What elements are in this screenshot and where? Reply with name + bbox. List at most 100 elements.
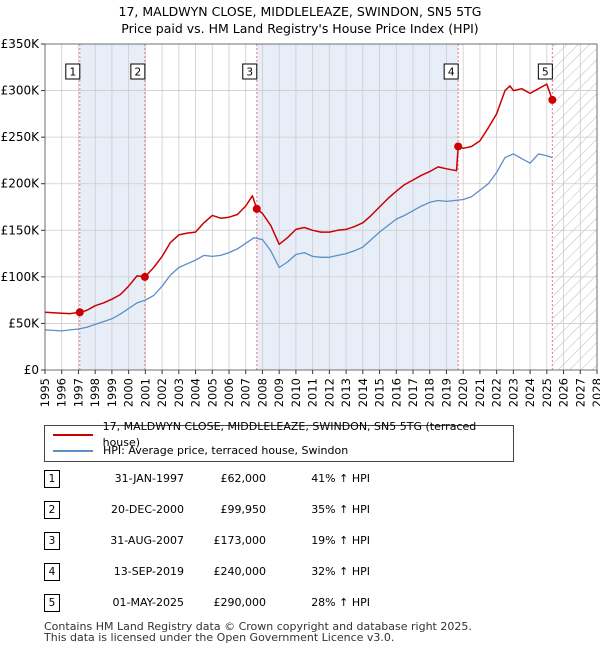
sale-label-number: 5 <box>542 67 549 79</box>
x-tick-label: 1998 <box>88 378 102 407</box>
footer-licence: This data is licensed under the Open Gov… <box>44 631 395 644</box>
series-line-hpi <box>45 153 553 332</box>
sale-number-badge: 5 <box>44 594 60 612</box>
sale-date: 20-DEC-2000 <box>110 503 184 516</box>
x-tick-label: 2026 <box>557 378 571 407</box>
x-tick-label: 2002 <box>155 378 169 407</box>
y-tick-label: £300K <box>1 84 41 98</box>
x-tick-label: 2019 <box>439 378 453 407</box>
sale-price: £290,000 <box>213 596 267 609</box>
sale-label-number: 1 <box>69 67 76 79</box>
x-tick-label: 2025 <box>540 378 554 407</box>
sale-number-badge: 3 <box>44 532 60 550</box>
footer: Contains HM Land Registry data © Crown c… <box>44 621 472 643</box>
legend-item-property: 17, MALDWYN CLOSE, MIDDLELEAZE, SWINDON,… <box>53 420 513 449</box>
sale-point <box>548 95 557 104</box>
sale-point <box>252 204 261 213</box>
x-tick-label: 2006 <box>222 378 236 407</box>
x-tick-label: 1995 <box>38 378 52 407</box>
sale-number-badge: 1 <box>44 470 60 488</box>
sale-hpi-change: 19% ↑ HPI <box>311 534 370 547</box>
footer-copyright: Contains HM Land Registry data © Crown c… <box>44 620 472 633</box>
x-tick-label: 1996 <box>55 378 69 407</box>
y-tick-label: £50K <box>8 316 40 330</box>
x-tick-label: 2003 <box>172 378 186 407</box>
sale-label-number: 4 <box>448 67 455 79</box>
sale-date: 13-SEP-2019 <box>113 565 184 578</box>
y-tick-label: £200K <box>1 177 41 191</box>
x-tick-label: 2005 <box>205 378 219 407</box>
sale-label-number: 2 <box>135 67 142 79</box>
x-tick-label: 2018 <box>423 378 437 407</box>
x-tick-label: 2011 <box>306 378 320 407</box>
sale-hpi-change: 32% ↑ HPI <box>311 565 370 578</box>
x-tick-label: 2008 <box>255 378 269 407</box>
sale-date: 01-MAY-2025 <box>112 596 184 609</box>
x-tick-label: 2009 <box>272 378 286 407</box>
sale-hpi-change: 28% ↑ HPI <box>311 596 370 609</box>
x-tick-label: 1997 <box>71 378 85 407</box>
table-row: 3 31-AUG-2007 £173,000 19% ↑ HPI <box>44 532 484 552</box>
table-row: 4 13-SEP-2019 £240,000 32% ↑ HPI <box>44 563 484 583</box>
legend: 17, MALDWYN CLOSE, MIDDLELEAZE, SWINDON,… <box>44 420 514 462</box>
sale-number-badge: 2 <box>44 501 60 519</box>
sale-point <box>140 272 149 281</box>
legend-label-property: 17, MALDWYN CLOSE, MIDDLELEAZE, SWINDON,… <box>102 420 477 449</box>
sale-label-box <box>443 63 459 80</box>
chart-subtitle: Price paid vs. HM Land Registry's House … <box>121 21 479 36</box>
sale-price: £62,000 <box>220 472 267 485</box>
shaded-period <box>256 44 459 370</box>
x-tick-label: 2001 <box>138 378 152 407</box>
x-tick-label: 2010 <box>289 378 303 407</box>
legend-swatch-property <box>53 434 93 436</box>
x-tick-label: 2015 <box>373 378 387 407</box>
x-tick-label: 2023 <box>506 378 520 407</box>
x-tick-label: 2017 <box>406 378 420 407</box>
forecast-hatch-area <box>552 44 597 370</box>
x-tick-label: 2013 <box>339 378 353 407</box>
series-line-property <box>45 83 554 315</box>
y-tick-label: £0 <box>24 363 39 377</box>
x-tick-label: 2022 <box>490 378 504 407</box>
x-tick-label: 2004 <box>189 378 203 407</box>
y-tick-label: £150K <box>1 223 41 237</box>
legend-item-hpi: HPI: Average price, terraced house, Swin… <box>53 443 348 459</box>
sale-price: £173,000 <box>213 534 267 547</box>
sale-label-box <box>65 63 81 80</box>
x-tick-label: 2014 <box>356 378 370 407</box>
sale-hpi-change: 35% ↑ HPI <box>311 503 370 516</box>
x-tick-label: 2027 <box>573 378 587 407</box>
x-tick-label: 2016 <box>389 378 403 407</box>
x-tick-label: 2021 <box>473 378 487 407</box>
sale-price: £99,950 <box>220 503 267 516</box>
sale-label-number: 3 <box>246 67 253 79</box>
x-tick-label: 2012 <box>322 378 336 407</box>
table-row: 5 01-MAY-2025 £290,000 28% ↑ HPI <box>44 594 484 614</box>
sale-price: £240,000 <box>213 565 267 578</box>
x-tick-label: 1999 <box>105 378 119 407</box>
sale-label-box <box>537 63 553 80</box>
chart-title-block: 17, MALDWYN CLOSE, MIDDLELEAZE, SWINDON,… <box>0 3 600 37</box>
x-tick-label: 2020 <box>456 378 470 407</box>
y-tick-label: £350K <box>1 37 41 51</box>
sale-point <box>454 142 463 151</box>
table-row: 1 31-JAN-1997 £62,000 41% ↑ HPI <box>44 470 484 490</box>
sale-label-box <box>130 63 146 80</box>
sale-label-box <box>242 63 258 80</box>
x-tick-label: 2000 <box>122 378 136 407</box>
y-tick-label: £250K <box>1 130 41 144</box>
shaded-period <box>79 44 145 370</box>
legend-swatch-hpi <box>53 450 93 452</box>
x-tick-label: 2028 <box>590 378 600 407</box>
sale-number-badge: 4 <box>44 563 60 581</box>
sale-date: 31-AUG-2007 <box>110 534 184 547</box>
legend-label-hpi: HPI: Average price, terraced house, Swin… <box>103 444 349 457</box>
sale-hpi-change: 41% ↑ HPI <box>311 472 370 485</box>
plot-frame <box>44 43 598 371</box>
chart-title: 17, MALDWYN CLOSE, MIDDLELEAZE, SWINDON,… <box>118 4 482 19</box>
sale-point <box>75 308 84 317</box>
table-row: 2 20-DEC-2000 £99,950 35% ↑ HPI <box>44 501 484 521</box>
sale-date: 31-JAN-1997 <box>114 472 184 485</box>
x-tick-label: 2007 <box>239 378 253 407</box>
